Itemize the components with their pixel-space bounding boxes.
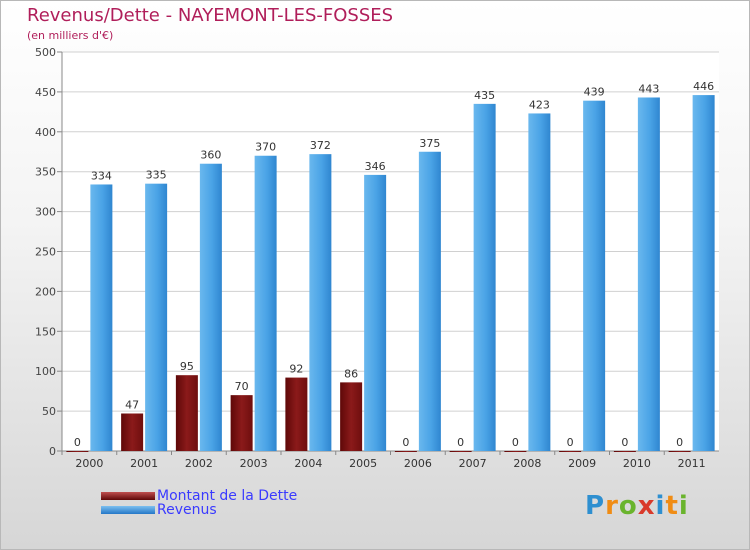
bar-revenus-2001 xyxy=(145,183,168,452)
bar-revenus-2004 xyxy=(309,154,332,452)
chart-title: Revenus/Dette - NAYEMONT-LES-FOSSES xyxy=(27,5,394,26)
legend-swatch-dette xyxy=(101,492,155,500)
data-label-revenus-2000: 334 xyxy=(91,169,112,182)
data-label-dette-2002: 95 xyxy=(180,360,194,373)
y-tick-label-450: 450 xyxy=(35,86,56,99)
y-tick-label-350: 350 xyxy=(35,166,56,179)
data-label-revenus-2009: 439 xyxy=(584,86,605,99)
bar-dette-2002 xyxy=(175,375,198,451)
data-label-revenus-2010: 443 xyxy=(638,82,659,95)
bar-revenus-2005 xyxy=(364,174,387,451)
bar-dette-2003 xyxy=(230,395,253,451)
bar-dette-2011 xyxy=(668,451,691,452)
bar-dette-2010 xyxy=(613,451,636,452)
x-tick-label-2007: 2007 xyxy=(459,457,487,470)
data-label-dette-2003: 70 xyxy=(235,380,249,393)
x-tick-label-2000: 2000 xyxy=(75,457,103,470)
data-label-revenus-2004: 372 xyxy=(310,139,331,152)
logo-letter: r xyxy=(605,491,619,521)
data-label-revenus-2008: 423 xyxy=(529,98,550,111)
logo-letter: o xyxy=(618,491,638,521)
y-tick-label-250: 250 xyxy=(35,246,56,259)
legend-item-dette: Montant de la Dette xyxy=(101,488,297,504)
bar-dette-2001 xyxy=(121,413,144,451)
bar-revenus-2000 xyxy=(90,184,113,451)
y-tick-label-50: 50 xyxy=(42,405,56,418)
logo-letter: x xyxy=(637,491,656,521)
logo-letter: i xyxy=(678,491,689,521)
bar-dette-2004 xyxy=(285,377,308,451)
x-tick-label-2009: 2009 xyxy=(568,457,596,470)
x-tick-label-2003: 2003 xyxy=(240,457,268,470)
legend-swatch-revenus xyxy=(101,506,155,514)
y-tick-label-0: 0 xyxy=(49,445,56,458)
data-label-dette-2004: 92 xyxy=(289,363,303,376)
bar-dette-2006 xyxy=(394,451,417,452)
data-label-dette-2005: 86 xyxy=(344,367,358,380)
data-label-revenus-2003: 370 xyxy=(255,141,276,154)
x-tick-label-2010: 2010 xyxy=(623,457,651,470)
data-label-dette-2006: 0 xyxy=(402,436,409,449)
data-label-revenus-2006: 375 xyxy=(419,137,440,150)
bar-revenus-2010 xyxy=(637,97,660,452)
data-label-dette-2011: 0 xyxy=(676,436,683,449)
bar-revenus-2011 xyxy=(692,95,715,451)
bar-dette-2009 xyxy=(559,451,582,452)
data-label-revenus-2002: 360 xyxy=(200,149,221,162)
bar-revenus-2009 xyxy=(583,100,606,451)
data-label-dette-2001: 47 xyxy=(125,398,139,411)
bar-dette-2008 xyxy=(504,451,527,452)
y-axis-unit-label: (en milliers d'€) xyxy=(27,29,114,42)
bar-revenus-2008 xyxy=(528,113,551,452)
bar-revenus-2002 xyxy=(199,163,222,451)
y-tick-label-300: 300 xyxy=(35,206,56,219)
data-label-dette-2009: 0 xyxy=(567,436,574,449)
legend-label-dette: Montant de la Dette xyxy=(157,488,298,504)
y-tick-label-100: 100 xyxy=(35,365,56,378)
y-tick-label-400: 400 xyxy=(35,126,56,139)
bar-revenus-2003 xyxy=(254,155,277,452)
legend-item-revenus: Revenus xyxy=(101,502,217,518)
x-tick-label-2011: 2011 xyxy=(678,457,706,470)
x-tick-label-2006: 2006 xyxy=(404,457,432,470)
logo-letter: i xyxy=(655,491,666,521)
x-tick-label-2004: 2004 xyxy=(294,457,322,470)
y-tick-label-500: 500 xyxy=(35,46,56,59)
bar-dette-2000 xyxy=(66,451,89,452)
data-label-revenus-2011: 446 xyxy=(693,80,714,93)
x-tick-label-2002: 2002 xyxy=(185,457,213,470)
logo-letter: P xyxy=(585,491,606,521)
data-label-dette-2007: 0 xyxy=(457,436,464,449)
x-tick-label-2005: 2005 xyxy=(349,457,377,470)
bar-revenus-2007 xyxy=(473,103,496,452)
bar-revenus-2006 xyxy=(418,151,441,451)
bar-dette-2005 xyxy=(340,382,363,451)
data-label-revenus-2005: 346 xyxy=(365,160,386,173)
proxiti-logo: Proxiti xyxy=(585,491,689,521)
y-tick-label-150: 150 xyxy=(35,325,56,338)
bar-dette-2007 xyxy=(449,451,472,452)
data-label-dette-2000: 0 xyxy=(74,436,81,449)
y-tick-label-200: 200 xyxy=(35,285,56,298)
data-label-dette-2008: 0 xyxy=(512,436,519,449)
data-label-revenus-2007: 435 xyxy=(474,89,495,102)
data-label-dette-2010: 0 xyxy=(621,436,628,449)
logo-letter: t xyxy=(665,491,679,521)
x-tick-label-2001: 2001 xyxy=(130,457,158,470)
data-label-revenus-2001: 335 xyxy=(146,169,167,182)
legend-label-revenus: Revenus xyxy=(157,502,217,518)
x-tick-label-2008: 2008 xyxy=(513,457,541,470)
